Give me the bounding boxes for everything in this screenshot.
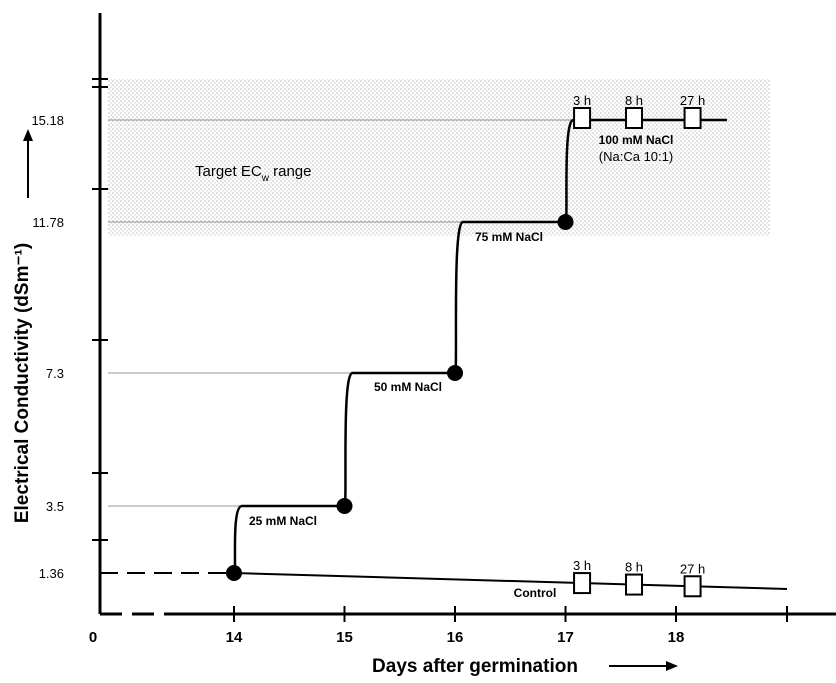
x-axis-title-group: Days after germination: [372, 656, 678, 677]
sampling-marker: [573, 572, 592, 595]
x-axis-ticks: 14 15 16 17 18: [226, 606, 788, 646]
sampling-label: 3 h: [573, 558, 591, 573]
y-tick-label: 1.36: [39, 566, 64, 581]
target-range-label: Target ECw range: [195, 163, 311, 184]
step-labels: 25 mM NaCl 50 mM NaCl 75 mM NaCl 100 mM NaC…: [249, 133, 673, 600]
y-tick-label: 15.18: [31, 113, 64, 128]
y-axis-title-group: Electrical Conductivity (dSm⁻¹): [12, 129, 33, 523]
control-label: Control: [514, 586, 557, 600]
y-tick-label: 3.5: [46, 499, 64, 514]
y-axis-title: Electrical Conductivity (dSm⁻¹): [12, 243, 33, 523]
sampling-marker: [625, 107, 644, 129]
step-marker: [447, 365, 463, 381]
y-axis-arrow-icon: [23, 129, 33, 141]
sampling-label: 27 h: [680, 93, 705, 108]
sampling-label: 8 h: [625, 560, 643, 575]
x-tick-label: 17: [557, 629, 574, 646]
step-label: 75 mM NaCl: [475, 230, 543, 244]
y-tick-label: 7.3: [46, 366, 64, 381]
x-tick-label: 18: [668, 629, 685, 646]
sampling-marker: [625, 573, 644, 596]
sampling-label: 8 h: [625, 93, 643, 108]
step-label: 25 mM NaCl: [249, 514, 317, 528]
sampling-marker: [683, 107, 702, 129]
target-ec-range-band: [108, 79, 770, 237]
step-marker: [557, 214, 574, 230]
sampling-label: 27 h: [680, 561, 705, 576]
x-axis-title: Days after germination: [372, 656, 578, 677]
step-marker: [226, 565, 242, 581]
step-markers: [226, 214, 574, 581]
x-tick-label: 15: [336, 629, 353, 646]
step-label: 100 mM NaCl: [599, 133, 674, 147]
step-marker: [336, 498, 353, 514]
x-axis-arrow-icon: [666, 661, 678, 671]
step-label: 50 mM NaCl: [374, 380, 442, 394]
step-sublabel: (Na:Ca 10:1): [599, 149, 673, 164]
y-axis-ticks: 1.36 3.5 7.3 11.78 15.18: [31, 78, 108, 581]
origin-label: 0: [89, 629, 97, 646]
sampling-marker: [683, 575, 702, 598]
x-tick-label: 16: [447, 629, 464, 646]
sampling-label: 3 h: [573, 93, 591, 108]
y-tick-label: 11.78: [32, 215, 64, 230]
sampling-markers: 3 h 3 h 8 h 8 h 27 h 27 h: [573, 93, 705, 598]
sampling-marker: [573, 107, 592, 129]
x-tick-label: 14: [226, 629, 243, 646]
